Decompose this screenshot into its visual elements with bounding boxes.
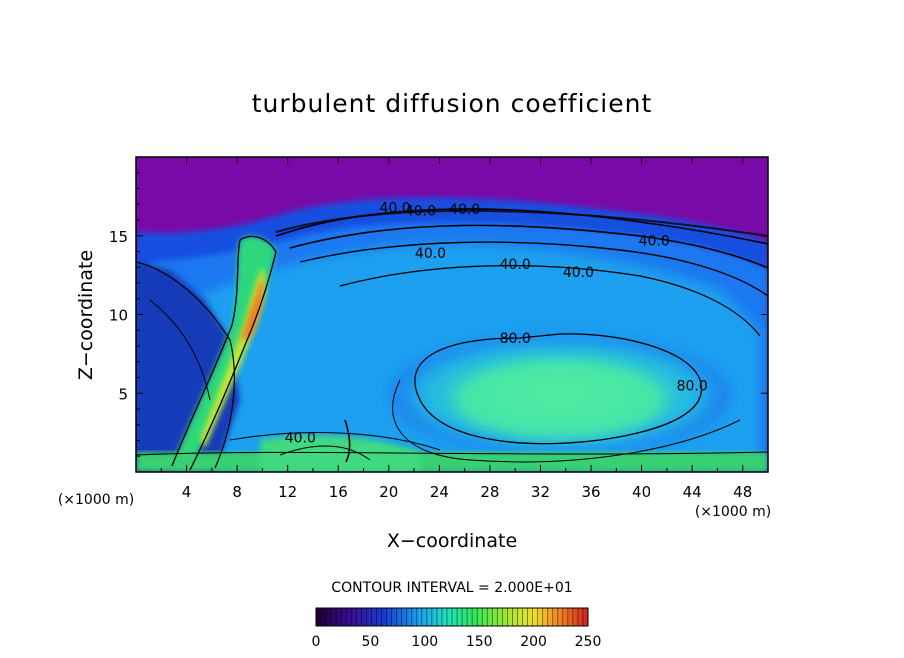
heatmap-field (136, 157, 768, 472)
x-axis-label: X−coordinate (387, 530, 517, 552)
x-tick-label: 40 (632, 483, 651, 501)
contour-label: 80.0 (500, 331, 531, 347)
contour-label: 40.0 (405, 204, 436, 220)
colorbar-stripes (320, 608, 584, 626)
y-axis-label: Z−coordinate (75, 250, 97, 380)
x-unit-right: (×1000 m) (695, 504, 771, 520)
colorbar-tick-label: 50 (361, 634, 379, 650)
x-axis-ticks: 4 8 12 16 20 24 28 32 36 40 44 48 (160, 157, 752, 501)
x-tick-label: 20 (379, 483, 398, 501)
x-tick-label: 36 (581, 483, 600, 501)
colorbar-tick-label: 0 (312, 634, 321, 650)
x-tick-label: 24 (430, 483, 449, 501)
x-tick-label: 8 (232, 483, 242, 501)
colorbar-tick-label: 100 (411, 634, 438, 650)
colorbar-tick-label: 200 (520, 634, 547, 650)
x-tick-label: 28 (480, 483, 499, 501)
contour-label: 80.0 (677, 378, 708, 394)
contour-interval-label: CONTOUR INTERVAL = 2.000E+01 (331, 580, 572, 596)
contour-label: 40.0 (500, 257, 531, 273)
y-tick-label: 5 (118, 385, 128, 403)
x-tick-label: 44 (683, 483, 702, 501)
colorbar-labels: 0 50 100 150 200 250 (312, 634, 602, 650)
x-tick-label: 32 (531, 483, 550, 501)
contour-label: 40.0 (380, 200, 411, 216)
contour-labels: 40.040.0 40.040.040.040.0 40.080.080.040.0 (285, 200, 708, 446)
y-tick-label: 15 (109, 228, 128, 246)
contour-label: 40.0 (449, 202, 480, 218)
contour-label: 40.0 (415, 246, 446, 262)
x-tick-label: 4 (182, 483, 192, 501)
contour-label: 40.0 (563, 265, 594, 281)
x-tick-label: 16 (329, 483, 348, 501)
chart-title: turbulent diffusion coefficient (252, 89, 653, 118)
contour-label: 40.0 (639, 233, 670, 249)
contour-label: 40.0 (285, 430, 316, 446)
colorbar-tick-label: 150 (466, 634, 493, 650)
x-unit-left: (×1000 m) (58, 492, 134, 508)
colorbar-frame (315, 607, 589, 627)
y-tick-label: 10 (109, 307, 128, 325)
contour-lines (136, 208, 768, 471)
x-tick-label: 48 (733, 483, 752, 501)
x-tick-label: 12 (278, 483, 297, 501)
y-axis-ticks: 5 10 15 (109, 172, 768, 457)
colorbar-tick-label: 250 (575, 634, 602, 650)
